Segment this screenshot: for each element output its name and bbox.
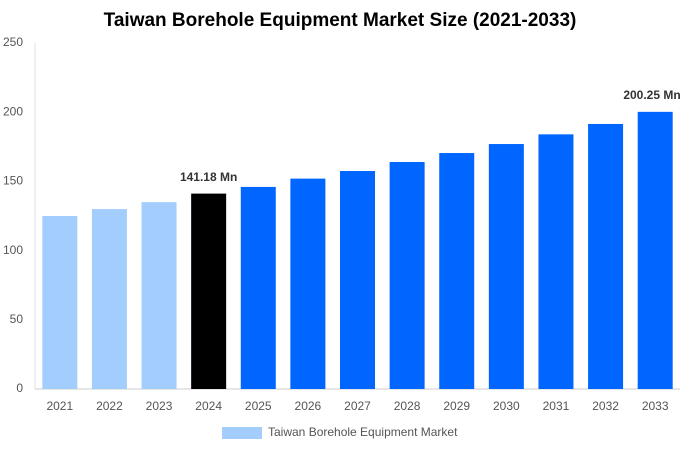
bar [439,153,475,389]
x-tick-label: 2027 [344,399,371,413]
value-label: 200.25 Mn [623,88,680,102]
y-tick-label: 100 [3,243,23,257]
chart-title: Taiwan Borehole Equipment Market Size (2… [104,10,577,31]
x-tick-label: 2031 [543,399,570,413]
bar [488,144,524,389]
y-tick-label: 0 [16,381,23,395]
bar [290,178,326,389]
x-tick-label: 2024 [195,399,222,413]
y-tick-label: 150 [3,174,23,188]
x-tick-label: 2026 [295,399,322,413]
bar [191,193,227,389]
bar [637,111,673,389]
bar [588,123,624,390]
bar [141,202,177,389]
x-tick-label: 2030 [493,399,520,413]
bar [240,186,276,389]
legend-swatch [222,427,262,439]
legend-label: Taiwan Borehole Equipment Market [268,425,458,439]
x-tick-label: 2025 [245,399,272,413]
bar [91,209,127,389]
value-label: 141.18 Mn [180,170,237,184]
bar [389,162,425,389]
x-tick-label: 2023 [146,399,173,413]
y-tick-label: 250 [3,35,23,49]
x-tick-label: 2032 [592,399,619,413]
bar [538,134,574,389]
x-tick-label: 2029 [443,399,470,413]
x-tick-label: 2022 [96,399,123,413]
x-tick-label: 2028 [394,399,421,413]
y-tick-label: 200 [3,104,23,118]
bar [340,171,375,389]
x-tick-label: 2033 [642,399,669,413]
y-tick-label: 50 [10,312,24,326]
bar [42,216,78,389]
x-tick-label: 2021 [46,399,73,413]
